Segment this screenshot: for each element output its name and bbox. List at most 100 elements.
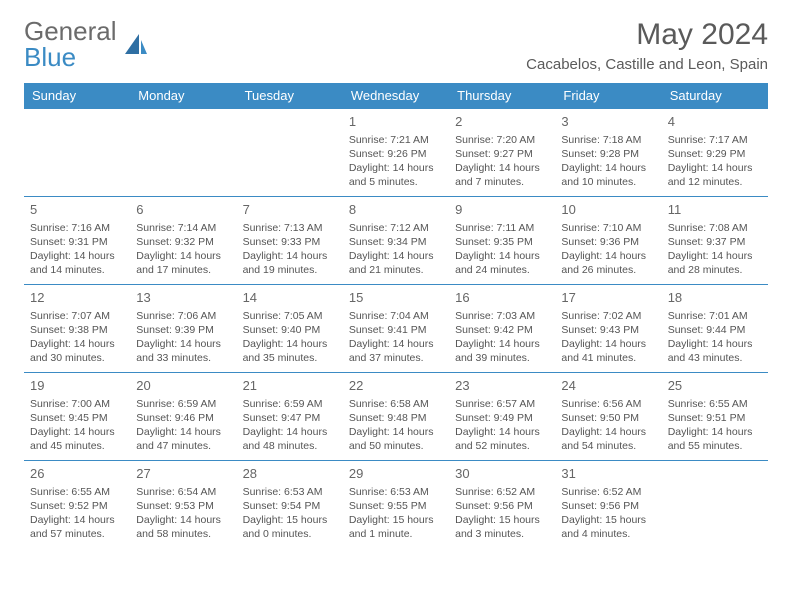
day-number: 31 bbox=[561, 465, 655, 483]
day-number: 25 bbox=[668, 377, 762, 395]
daylight-line: Daylight: 14 hours and 55 minutes. bbox=[668, 425, 762, 453]
weekday-header: Saturday bbox=[662, 83, 768, 109]
calendar-day-cell: 10Sunrise: 7:10 AMSunset: 9:36 PMDayligh… bbox=[555, 197, 661, 285]
sunrise-line: Sunrise: 7:10 AM bbox=[561, 221, 655, 235]
sunset-line: Sunset: 9:47 PM bbox=[243, 411, 337, 425]
day-number: 8 bbox=[349, 201, 443, 219]
sunset-line: Sunset: 9:39 PM bbox=[136, 323, 230, 337]
calendar-day-cell: 23Sunrise: 6:57 AMSunset: 9:49 PMDayligh… bbox=[449, 373, 555, 461]
day-number: 13 bbox=[136, 289, 230, 307]
sunset-line: Sunset: 9:52 PM bbox=[30, 499, 124, 513]
sunrise-line: Sunrise: 6:52 AM bbox=[561, 485, 655, 499]
day-number: 10 bbox=[561, 201, 655, 219]
calendar-day-cell: 5Sunrise: 7:16 AMSunset: 9:31 PMDaylight… bbox=[24, 197, 130, 285]
calendar-day-cell: 7 Sunrise: 7:13 AMSunset: 9:33 PMDaylight… bbox=[237, 197, 343, 285]
sunset-line: Sunset: 9:56 PM bbox=[455, 499, 549, 513]
day-number: 27 bbox=[136, 465, 230, 483]
day-number: 24 bbox=[561, 377, 655, 395]
daylight-line: Daylight: 14 hours and 57 minutes. bbox=[30, 513, 124, 541]
daylight-line: Daylight: 14 hours and 58 minutes. bbox=[136, 513, 230, 541]
day-number: 21 bbox=[243, 377, 337, 395]
weekday-header: Sunday bbox=[24, 83, 130, 109]
daylight-line: Daylight: 14 hours and 21 minutes. bbox=[349, 249, 443, 277]
sunset-line: Sunset: 9:56 PM bbox=[561, 499, 655, 513]
location-text: Cacabelos, Castille and Leon, Spain bbox=[526, 56, 768, 73]
sunrise-line: Sunrise: 7:03 AM bbox=[455, 309, 549, 323]
sunrise-line: Sunrise: 7:14 AM bbox=[136, 221, 230, 235]
calendar-day-cell: 24 Sunrise: 6:56 AMSunset: 9:50 PMDayligh… bbox=[555, 373, 661, 461]
calendar-day-cell: 11Sunrise: 7:08 AMSunset: 9:37 PMDayligh… bbox=[662, 197, 768, 285]
weekday-header: Tuesday bbox=[237, 83, 343, 109]
daylight-line: Daylight: 14 hours and 43 minutes. bbox=[668, 337, 762, 365]
sunset-line: Sunset: 9:34 PM bbox=[349, 235, 443, 249]
weekday-header: Friday bbox=[555, 83, 661, 109]
daylight-line: Daylight: 14 hours and 19 minutes. bbox=[243, 249, 337, 277]
calendar-empty-cell bbox=[24, 109, 130, 197]
sunset-line: Sunset: 9:45 PM bbox=[30, 411, 124, 425]
calendar-week-row: 5 Sunrise: 7:16 AMSunset: 9:31 PM Daylight… bbox=[24, 197, 768, 285]
daylight-line: Daylight: 14 hours and 39 minutes. bbox=[455, 337, 549, 365]
calendar-day-cell: 28Sunrise: 6:53 AMSunset: 9:54 PMDayligh… bbox=[237, 461, 343, 549]
sunrise-line: Sunrise: 7:16 AM bbox=[30, 221, 124, 235]
sunset-line: Sunset: 9:55 PM bbox=[349, 499, 443, 513]
day-number: 11 bbox=[668, 201, 762, 219]
calendar-table: SundayMondayTuesdayWednesdayThursdayFrid… bbox=[24, 83, 768, 549]
day-number: 5 bbox=[30, 201, 124, 219]
sunset-line: Sunset: 9:50 PM bbox=[561, 411, 655, 425]
sunset-line: Sunset: 9:44 PM bbox=[668, 323, 762, 337]
day-number: 26 bbox=[30, 465, 124, 483]
weekday-header: Thursday bbox=[449, 83, 555, 109]
day-number: 14 bbox=[243, 289, 337, 307]
day-number: 1 bbox=[349, 113, 443, 131]
sunrise-line: Sunrise: 7:13 AM bbox=[243, 221, 337, 235]
calendar-week-row: 12Sunrise: 7:07 AMSunset: 9:38 PMDayligh… bbox=[24, 285, 768, 373]
sunset-line: Sunset: 9:46 PM bbox=[136, 411, 230, 425]
title-block: May 2024 Cacabelos, Castille and Leon, S… bbox=[526, 18, 768, 73]
calendar-day-cell: 27Sunrise: 6:54 AMSunset: 9:53 PMDayligh… bbox=[130, 461, 236, 549]
sunset-line: Sunset: 9:31 PM bbox=[30, 235, 124, 249]
sunrise-line: Sunrise: 6:54 AM bbox=[136, 485, 230, 499]
daylight-line: Daylight: 14 hours and 52 minutes. bbox=[455, 425, 549, 453]
daylight-line: Daylight: 14 hours and 37 minutes. bbox=[349, 337, 443, 365]
sunrise-line: Sunrise: 6:52 AM bbox=[455, 485, 549, 499]
day-number: 28 bbox=[243, 465, 337, 483]
calendar-day-cell: 2Sunrise: 7:20 AMSunset: 9:27 PMDaylight… bbox=[449, 109, 555, 197]
sunrise-line: Sunrise: 7:06 AM bbox=[136, 309, 230, 323]
daylight-line: Daylight: 15 hours and 4 minutes. bbox=[561, 513, 655, 541]
sunrise-line: Sunrise: 6:57 AM bbox=[455, 397, 549, 411]
daylight-line: Daylight: 14 hours and 30 minutes. bbox=[30, 337, 124, 365]
day-number: 16 bbox=[455, 289, 549, 307]
day-number: 9 bbox=[455, 201, 549, 219]
calendar-empty-cell bbox=[237, 109, 343, 197]
daylight-line: Daylight: 14 hours and 35 minutes. bbox=[243, 337, 337, 365]
calendar-day-cell: 12Sunrise: 7:07 AMSunset: 9:38 PMDayligh… bbox=[24, 285, 130, 373]
sunset-line: Sunset: 9:33 PM bbox=[243, 235, 337, 249]
sunrise-line: Sunrise: 7:07 AM bbox=[30, 309, 124, 323]
calendar-day-cell: 22Sunrise: 6:58 AMSunset: 9:48 PMDayligh… bbox=[343, 373, 449, 461]
day-number: 22 bbox=[349, 377, 443, 395]
day-number: 7 bbox=[243, 201, 337, 219]
sunrise-line: Sunrise: 7:21 AM bbox=[349, 133, 443, 147]
sunrise-line: Sunrise: 6:56 AM bbox=[561, 397, 655, 411]
sunset-line: Sunset: 9:32 PM bbox=[136, 235, 230, 249]
day-number: 2 bbox=[455, 113, 549, 131]
calendar-day-cell: 14Sunrise: 7:05 AMSunset: 9:40 PMDayligh… bbox=[237, 285, 343, 373]
daylight-line: Daylight: 14 hours and 28 minutes. bbox=[668, 249, 762, 277]
daylight-line: Daylight: 14 hours and 5 minutes. bbox=[349, 161, 443, 189]
sunset-line: Sunset: 9:51 PM bbox=[668, 411, 762, 425]
weekday-header: Wednesday bbox=[343, 83, 449, 109]
sunrise-line: Sunrise: 7:18 AM bbox=[561, 133, 655, 147]
weekday-header-row: SundayMondayTuesdayWednesdayThursdayFrid… bbox=[24, 83, 768, 109]
sunrise-line: Sunrise: 6:53 AM bbox=[349, 485, 443, 499]
calendar-week-row: 19Sunrise: 7:00 AMSunset: 9:45 PMDayligh… bbox=[24, 373, 768, 461]
calendar-day-cell: 9Sunrise: 7:11 AMSunset: 9:35 PMDaylight… bbox=[449, 197, 555, 285]
sunset-line: Sunset: 9:49 PM bbox=[455, 411, 549, 425]
sunset-line: Sunset: 9:40 PM bbox=[243, 323, 337, 337]
day-number: 3 bbox=[561, 113, 655, 131]
sunset-line: Sunset: 9:36 PM bbox=[561, 235, 655, 249]
sunset-line: Sunset: 9:43 PM bbox=[561, 323, 655, 337]
calendar-empty-cell bbox=[130, 109, 236, 197]
sunrise-line: Sunrise: 6:55 AM bbox=[668, 397, 762, 411]
daylight-line: Daylight: 14 hours and 54 minutes. bbox=[561, 425, 655, 453]
calendar-day-cell: 6Sunrise: 7:14 AMSunset: 9:32 PMDaylight… bbox=[130, 197, 236, 285]
